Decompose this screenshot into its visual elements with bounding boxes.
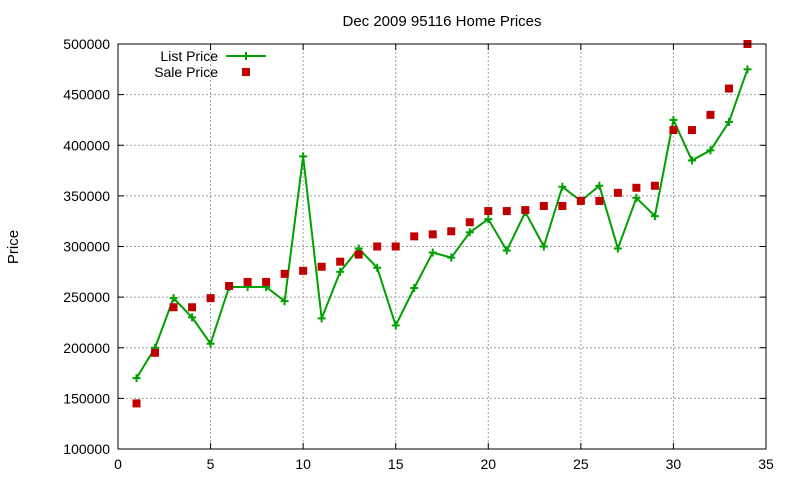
list-price-point — [188, 313, 197, 322]
sale-price-point — [576, 196, 585, 205]
list-price-point — [206, 339, 215, 348]
list-price-point — [539, 242, 548, 251]
x-tick-label: 25 — [573, 456, 589, 472]
y-tick-label: 400000 — [63, 137, 110, 153]
sale-price-point — [632, 183, 641, 192]
sale-price-point — [613, 188, 622, 197]
x-tick-label: 15 — [388, 456, 404, 472]
list-price-line — [135, 68, 749, 379]
sale-price-point — [687, 126, 696, 135]
list-price-point — [632, 193, 641, 202]
legend-label: List Price — [160, 48, 218, 64]
y-tick-label: 350000 — [63, 188, 110, 204]
sale-price-point — [243, 277, 252, 286]
sale-price-point — [650, 181, 659, 190]
sale-price-point — [558, 202, 567, 210]
plot-frame — [117, 43, 767, 450]
y-tick-label: 200000 — [63, 340, 110, 356]
sale-price-point — [262, 277, 271, 286]
sale-price-point — [447, 227, 456, 236]
axis-ticks: 100000 150000 200000 250000 300000 350000 4000… — [63, 36, 774, 472]
list-price-point — [669, 115, 678, 124]
y-tick-label: 100000 — [63, 441, 110, 457]
sale-price-point — [410, 232, 419, 241]
x-tick-label: 30 — [666, 456, 682, 472]
list-price-point — [743, 65, 752, 74]
list-price-point — [428, 248, 437, 257]
list-price-point — [280, 297, 289, 306]
grid — [118, 44, 766, 449]
y-axis-label: Price — [5, 230, 22, 264]
list-price-point — [484, 215, 493, 224]
sale-price-point — [391, 242, 400, 251]
list-price-point — [558, 182, 567, 191]
sale-price-point — [280, 269, 289, 278]
list-price-point — [391, 321, 400, 330]
x-tick-label: 10 — [295, 456, 311, 472]
list-price-point — [132, 374, 141, 383]
sale-price-point — [336, 257, 345, 266]
sale-price-point — [354, 250, 363, 259]
sale-price-point — [132, 399, 141, 408]
sale-price-point — [299, 266, 308, 275]
list-price-point — [724, 117, 733, 126]
y-tick-label: 250000 — [63, 289, 110, 305]
sale-price-point — [669, 126, 678, 135]
y-tick-label: 300000 — [63, 239, 110, 255]
x-tick-label: 0 — [114, 456, 122, 472]
legend-label: Sale Price — [154, 64, 218, 80]
sale-price-point — [484, 207, 493, 216]
sale-price-point — [595, 196, 604, 205]
sale-price-point — [465, 218, 474, 227]
y-tick-label: 450000 — [63, 87, 110, 103]
list-price-point — [373, 263, 382, 272]
list-price-point — [687, 156, 696, 165]
sale-price-point — [151, 348, 160, 357]
list-price-point — [706, 146, 715, 155]
list-price-point — [447, 253, 456, 262]
sale-price-point — [169, 303, 178, 312]
legend-swatch-marker — [242, 52, 250, 60]
list-price-point — [299, 152, 308, 161]
sale-price-point — [539, 202, 548, 210]
sale-price-point — [428, 230, 437, 239]
legend-swatch-marker — [242, 68, 250, 76]
list-price-point — [650, 212, 659, 221]
list-price-point — [410, 284, 419, 293]
sale-price-point — [724, 84, 733, 93]
sale-price-point — [373, 242, 382, 251]
y-tick-label: 500000 — [63, 36, 110, 52]
x-tick-label: 5 — [207, 456, 215, 472]
list-price-point — [169, 294, 178, 303]
x-tick-label: 35 — [758, 456, 774, 472]
sale-price-point — [706, 110, 715, 119]
chart-title: Dec 2009 95116 Home Prices — [343, 13, 542, 30]
sale-price-point — [206, 294, 215, 303]
sale-price-point — [188, 303, 197, 312]
sale-price-point — [502, 207, 511, 216]
x-tick-label: 20 — [480, 456, 496, 472]
sale-price-point — [225, 281, 234, 290]
list-price-point — [613, 244, 622, 253]
list-price-point — [502, 246, 511, 255]
list-price-point — [465, 228, 474, 237]
list-price-point — [317, 314, 326, 323]
y-tick-label: 150000 — [63, 390, 110, 406]
list-price-point — [595, 181, 604, 190]
sale-price-point — [317, 262, 326, 271]
list-price-point — [336, 267, 345, 276]
sale-price-point — [521, 206, 530, 215]
